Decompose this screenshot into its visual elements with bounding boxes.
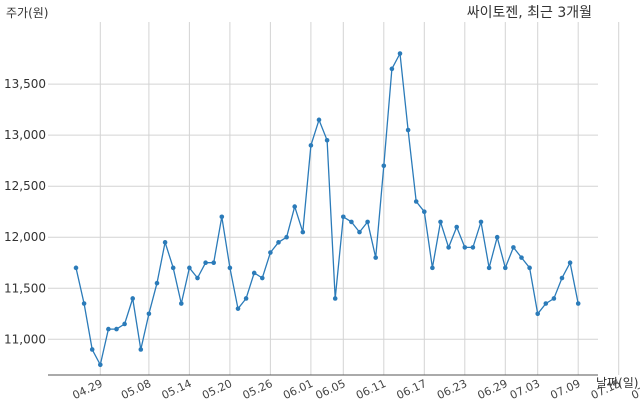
x-axis-label: 날짜(일) [596,376,638,390]
data-point [551,296,557,301]
data-point [422,209,427,215]
data-point [486,265,492,271]
x-tick-label: 06.23 [435,377,469,402]
data-point [365,219,370,225]
data-point [211,260,216,266]
x-tick-label: 06.17 [395,377,429,402]
y-tick-label: 13,000 [4,128,46,142]
data-point [373,255,379,260]
x-tick-label: 07.09 [548,377,582,402]
data-point [138,347,144,352]
x-tick-label: 06.11 [354,377,388,402]
data-point [519,255,524,260]
data-point [332,296,338,301]
data-point [462,245,468,250]
x-tick-label: 06.29 [476,377,510,402]
y-tick-label: 13,500 [4,77,46,91]
x-tick-label: 05.08 [119,377,153,402]
data-point [130,296,135,301]
x-tick-label: 05.26 [241,377,275,402]
x-tick-label: 06.05 [314,377,348,402]
x-tick-label: 07.03 [508,377,542,402]
grid-lines [48,22,620,375]
data-point [276,240,281,245]
y-tick-label: 11,500 [4,281,46,295]
data-point [511,245,516,250]
chart-title: 싸이토젠, 최근 3개월 [467,5,592,21]
y-tick-label: 12,000 [4,230,46,244]
data-point [494,234,500,240]
data-point [341,214,346,220]
price-points [73,51,581,368]
data-point [535,311,540,317]
data-point [438,219,443,225]
data-point [235,306,241,311]
data-point [324,137,330,143]
data-point [567,260,573,266]
data-point [316,117,322,123]
data-point [243,296,249,301]
data-point [575,301,581,306]
data-point [397,51,403,56]
data-point [300,229,306,235]
data-point [251,270,257,276]
data-point [454,224,460,230]
data-point [81,301,87,306]
data-point [203,260,208,266]
data-point [308,143,314,148]
data-point [195,275,200,281]
data-point [430,265,435,271]
data-point [559,275,565,281]
data-point [162,240,168,245]
data-point [122,321,127,327]
x-tick-label: 06.01 [281,377,315,402]
data-point [227,265,233,271]
data-point [219,214,225,220]
data-point [478,219,484,225]
data-point [179,301,184,306]
data-point [268,250,273,255]
data-point [284,234,289,240]
x-tick-label: 05.20 [200,377,234,402]
y-tick-labels: 11,000 11,500 12,000 12,500 13,000 13,500 [4,77,46,346]
y-axis-label: 주가(원) [6,6,48,20]
x-tick-label: 07.21 [629,377,640,402]
y-tick-label: 12,500 [4,179,46,193]
data-point [413,199,419,204]
data-point [73,265,79,271]
data-point [292,204,298,209]
data-point [187,265,192,271]
x-tick-label: 05.14 [160,377,194,402]
data-point [527,265,532,271]
price-series-line [75,51,579,367]
data-point [389,66,395,72]
data-point [89,347,95,352]
data-point [381,163,387,169]
data-point [503,265,508,271]
data-point [170,265,176,271]
data-point [543,301,549,306]
data-point [349,219,354,225]
y-tick-label: 11,000 [4,332,46,346]
data-point [405,127,411,133]
data-point [146,311,152,317]
data-point [357,229,362,235]
data-point [470,245,476,250]
data-point [114,326,119,332]
data-point [154,280,160,286]
data-point [446,245,451,250]
data-point [98,362,103,368]
data-point [260,275,265,281]
data-point [106,326,111,332]
x-tick-label: 04.29 [71,377,105,402]
